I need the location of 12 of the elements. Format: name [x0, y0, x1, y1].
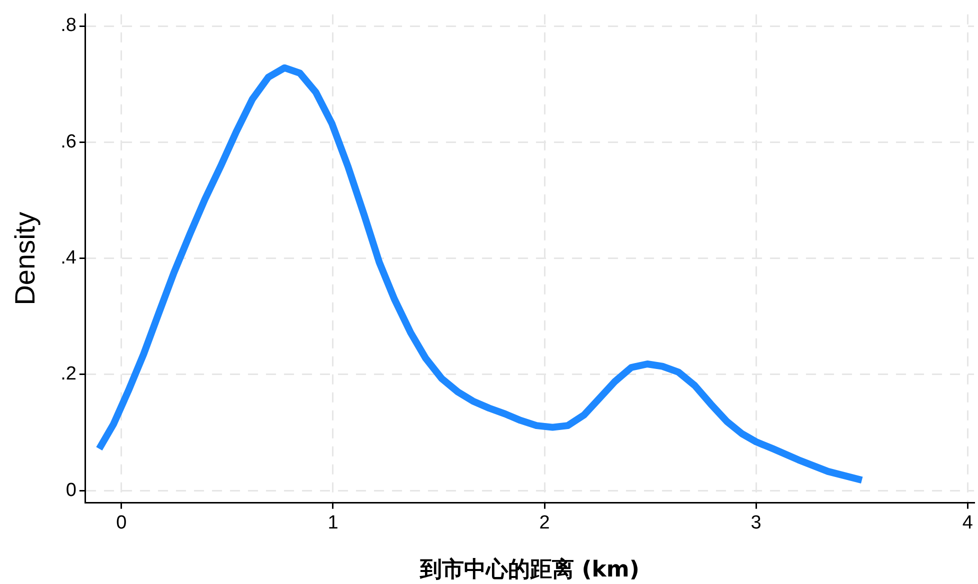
y-axis-title: Density — [10, 212, 41, 306]
y-tick-label: .8 — [60, 15, 76, 36]
x-tick-label: 4 — [962, 512, 974, 534]
x-tick-label: 0 — [116, 512, 127, 534]
y-tick-label: .4 — [60, 248, 77, 269]
x-tick-label: 3 — [750, 512, 762, 534]
y-tick-label: .2 — [60, 364, 76, 385]
x-tick-label: 1 — [328, 512, 338, 534]
y-tick-label: .6 — [60, 131, 76, 152]
x-tick-label: 2 — [539, 512, 550, 534]
y-tick-label: 0 — [66, 480, 76, 501]
x-axis-title: 到市中心的距离 (km) — [419, 556, 640, 583]
